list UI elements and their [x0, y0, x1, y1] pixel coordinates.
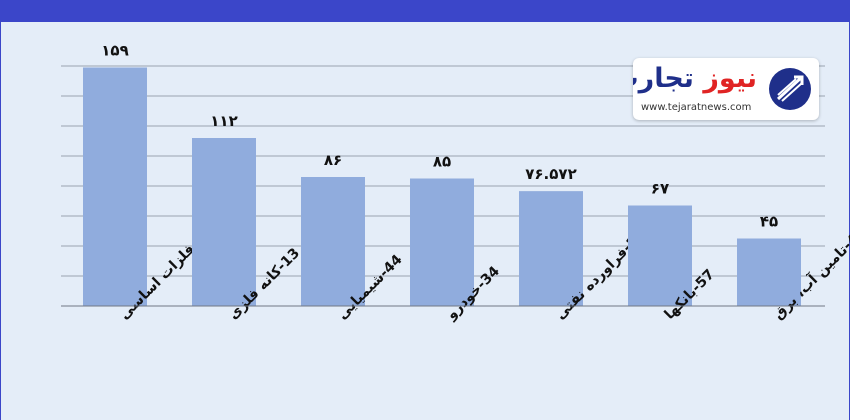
data-label: ۱۱۲: [210, 112, 237, 130]
bar: [192, 138, 256, 306]
data-label: ۶۷: [651, 180, 669, 198]
logo-wordmark: نیوز تجارت: [633, 64, 757, 94]
tejaratnews-logo: نیوز تجارت www.tejaratnews.com: [633, 58, 819, 120]
bar: [628, 205, 692, 306]
data-label: ۸۶: [324, 151, 342, 169]
bar: [83, 67, 147, 306]
chart-frame: ۱۵۹ 27-فلزات اساسی ۱۱۲ 13-کانه فلزی ۸۶ 44-شیم…: [0, 22, 850, 420]
data-label: ۴۵: [760, 213, 778, 231]
data-label: ۸۵: [433, 153, 451, 171]
bar: [737, 238, 801, 306]
logo-wordmark-accent: نیوز: [703, 63, 757, 94]
logo-wordmark-main: تجارت: [633, 63, 694, 94]
logo-url: www.tejaratnews.com: [641, 102, 752, 113]
bar: [301, 177, 365, 306]
tejaratnews-logo-mark-icon: [769, 68, 811, 110]
bar: [410, 178, 474, 306]
data-label: ۷۶.۵۷۲: [525, 165, 576, 183]
data-label: ۱۵۹: [101, 42, 128, 60]
bar: [519, 191, 583, 306]
header-bar: [0, 0, 850, 22]
